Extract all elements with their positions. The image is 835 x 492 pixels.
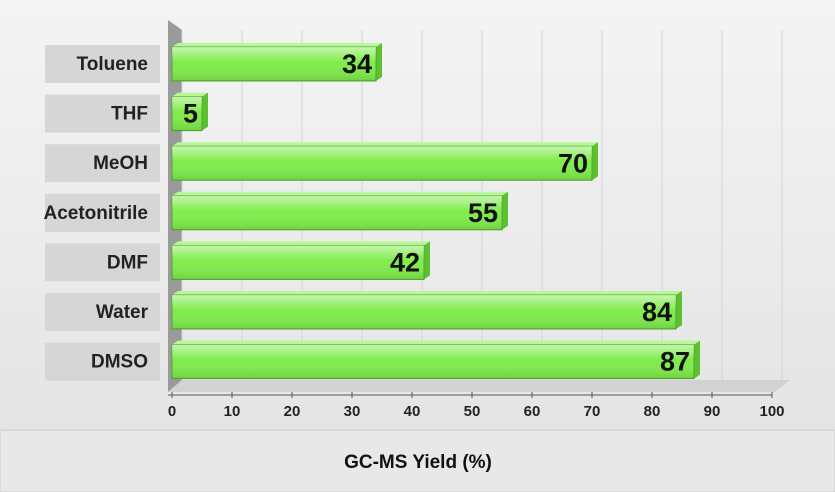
- category-box: [45, 243, 160, 282]
- bar-shine: [172, 96, 202, 131]
- x-tick-label: 80: [644, 403, 661, 420]
- value-label: 34: [342, 49, 372, 79]
- y-tick-label: DMSO: [91, 352, 148, 373]
- x-tick-label: 30: [344, 403, 361, 420]
- x-tick-label: 10: [224, 403, 241, 420]
- value-label: 70: [558, 148, 588, 178]
- bar-side: [202, 92, 208, 131]
- bar-shine: [172, 295, 676, 329]
- x-tick-label: 20: [284, 403, 301, 420]
- category-box: [45, 342, 160, 381]
- category-box: [45, 293, 160, 331]
- bar-side: [592, 142, 598, 181]
- bar-top: [172, 43, 382, 47]
- bar-side: [676, 291, 682, 329]
- value-label: 84: [642, 297, 672, 327]
- value-label: 87: [660, 347, 690, 377]
- category-box: [45, 45, 160, 83]
- category-box: [45, 144, 160, 183]
- bar-shine: [172, 245, 424, 280]
- bar-top: [172, 92, 208, 97]
- x-tick-label: 100: [759, 403, 784, 420]
- bar-shine: [172, 344, 694, 379]
- category-box: [45, 94, 160, 133]
- x-tick-label: 40: [404, 403, 421, 420]
- y-tick-label: Toluene: [77, 54, 148, 75]
- bar-side: [376, 43, 382, 81]
- x-tick-label: 0: [168, 403, 176, 420]
- category-box: [45, 193, 160, 232]
- value-label: 55: [468, 198, 498, 228]
- axis-label-band: [0, 429, 835, 492]
- y-tick-label: Acetonitrile: [43, 203, 148, 224]
- x-tick-label: 50: [464, 403, 481, 420]
- y-tick-label: Water: [96, 302, 149, 323]
- bar-top: [172, 191, 508, 196]
- bar-shine: [172, 195, 502, 230]
- x-tick-label: 60: [524, 403, 541, 420]
- floor: [168, 380, 790, 392]
- bar-top: [172, 340, 700, 345]
- bar-top: [172, 142, 598, 147]
- bar-top: [172, 241, 430, 246]
- bar-side: [502, 191, 508, 230]
- value-label: 5: [183, 99, 198, 129]
- y-tick-label: THF: [111, 104, 148, 125]
- bar-shine: [172, 47, 376, 81]
- bar-top: [172, 291, 682, 295]
- bar-side: [694, 340, 700, 379]
- bar-shine: [172, 146, 592, 181]
- value-label: 42: [390, 248, 420, 278]
- y-tick-label: DMF: [107, 252, 148, 273]
- x-tick-label: 90: [704, 403, 721, 420]
- x-tick-label: 70: [584, 403, 601, 420]
- y-tick-label: MeOH: [93, 153, 148, 174]
- bar-side: [424, 241, 430, 280]
- x-axis-label: GC-MS Yield (%): [344, 452, 492, 473]
